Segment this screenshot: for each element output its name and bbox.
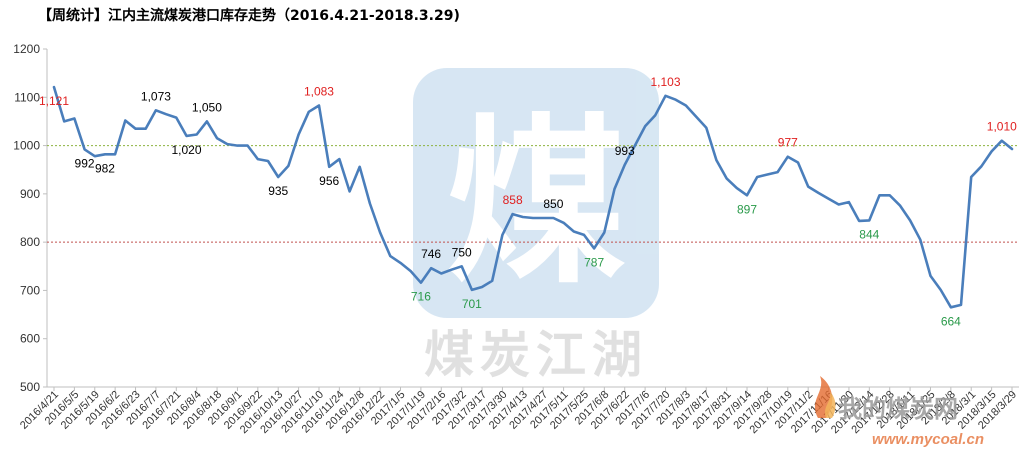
- data-label: 1,020: [171, 143, 201, 157]
- data-label: 746: [421, 247, 441, 261]
- chart-title: 【周统计】江内主流煤炭港口库存走势（2016.4.21-2018.3.29): [38, 7, 460, 24]
- y-tick-label: 600: [20, 332, 40, 346]
- data-label: 701: [462, 297, 482, 311]
- data-label: 750: [452, 245, 472, 259]
- series-line: [52, 85, 1014, 309]
- y-tick-label: 900: [20, 187, 40, 201]
- watermark-center-text: 煤炭江湖: [424, 326, 648, 384]
- y-tick-label: 500: [20, 380, 40, 394]
- data-label: 992: [75, 156, 95, 170]
- watermark-logo-bg: [413, 68, 659, 318]
- data-label: 716: [411, 290, 431, 304]
- coal-jianghu-watermark: 煤 煤炭江湖: [413, 68, 659, 384]
- data-label: 1,083: [304, 84, 334, 98]
- data-label: 1,121: [39, 94, 69, 108]
- data-labels: 1,121 992 982 1,073 1,020 1,050 935 1,083 956 716…: [39, 75, 1017, 328]
- data-label: 787: [584, 255, 604, 269]
- mycoal-watermark: 我的煤炭网 www.mycoal.cn: [814, 376, 984, 448]
- data-label: 1,010: [987, 120, 1017, 134]
- data-label: 897: [737, 202, 757, 216]
- reference-lines: [47, 145, 1019, 243]
- data-label: 977: [778, 136, 798, 150]
- y-tick-label: 800: [20, 235, 40, 249]
- data-label: 993: [615, 144, 635, 158]
- data-label: 1,073: [141, 89, 171, 103]
- data-label: 935: [268, 184, 288, 198]
- data-label: 982: [95, 161, 115, 175]
- y-tick-label: 1200: [13, 42, 40, 56]
- y-axis: 500 600 700 800 900 1000 1100 1200: [13, 42, 48, 394]
- y-tick-label: 700: [20, 283, 40, 297]
- flame-inner-icon: [825, 392, 836, 418]
- data-label: 844: [859, 227, 879, 241]
- y-tick-label: 1100: [14, 90, 40, 104]
- data-label: 664: [941, 314, 961, 328]
- watermark-logo-char: 煤: [446, 99, 626, 308]
- data-label: 956: [319, 174, 339, 188]
- watermark-site-name: 我的煤炭网: [838, 395, 958, 423]
- watermark-site-url: www.mycoal.cn: [872, 431, 984, 448]
- data-label: 1,050: [192, 100, 222, 114]
- y-tick-label: 1000: [13, 139, 40, 153]
- data-label: 1,103: [650, 75, 680, 89]
- data-label: 858: [503, 193, 523, 207]
- data-label: 850: [543, 197, 563, 211]
